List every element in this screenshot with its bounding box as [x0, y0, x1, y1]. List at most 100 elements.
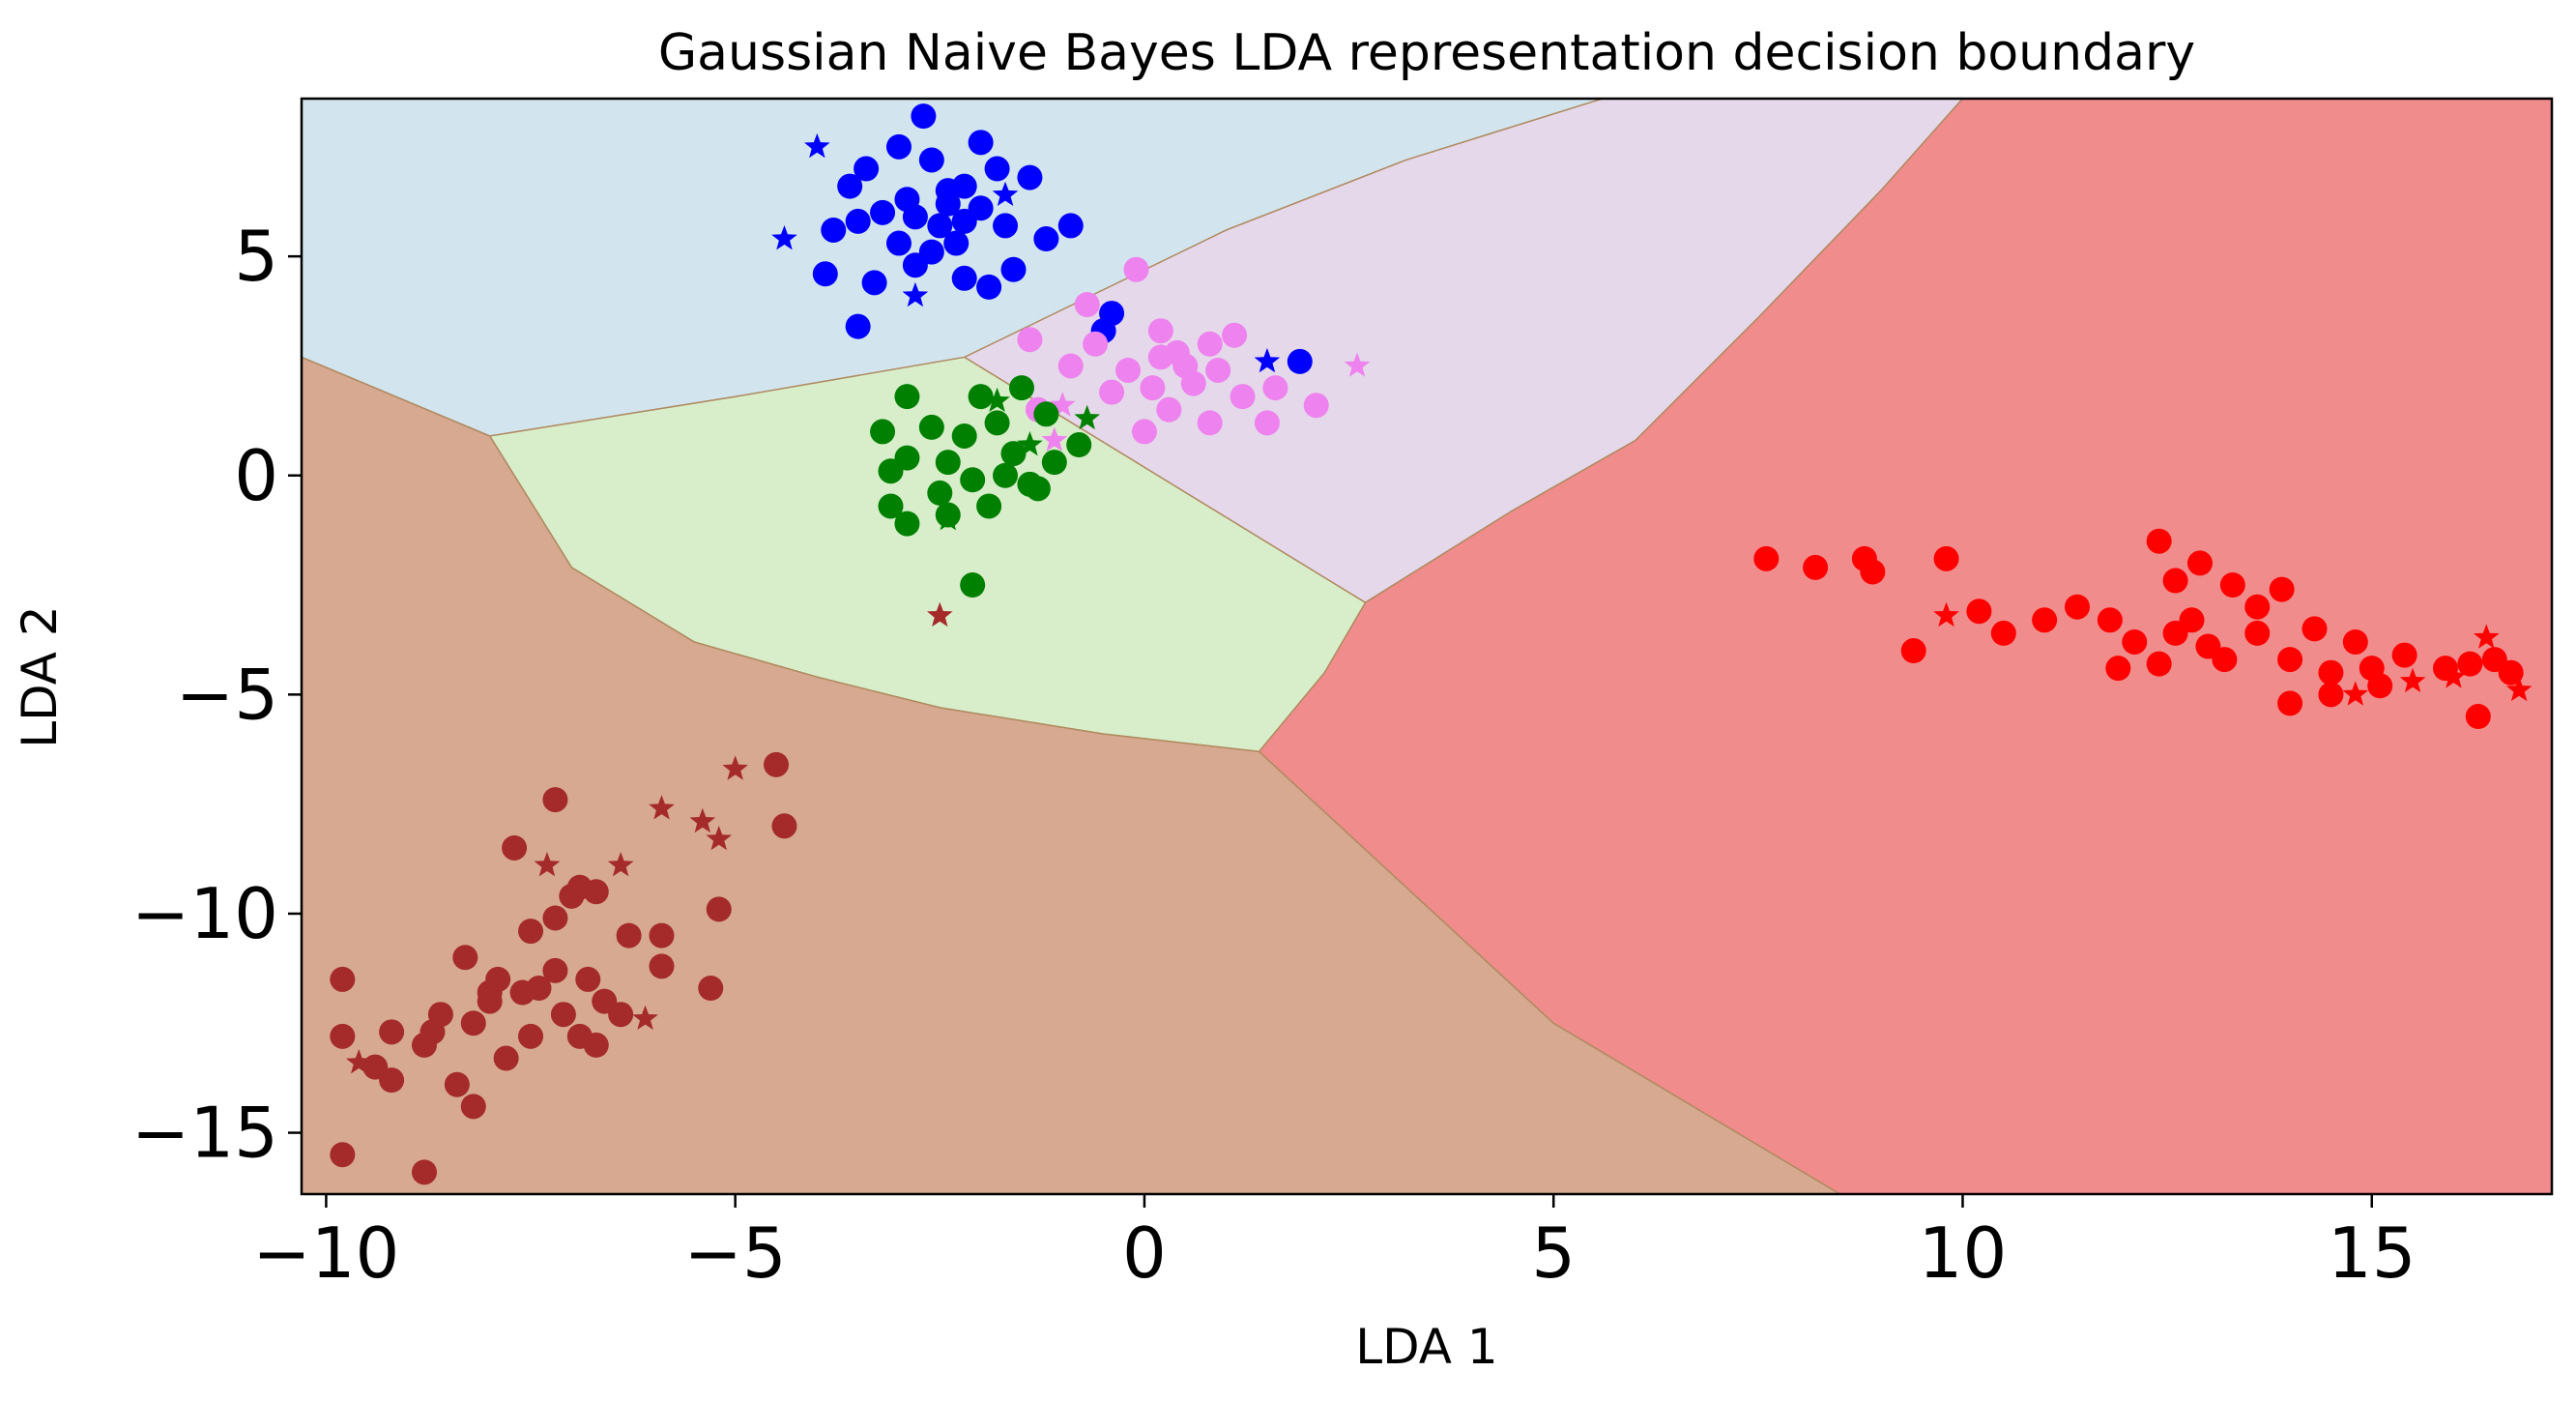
- star-point: [902, 281, 929, 307]
- data-point: [771, 813, 797, 839]
- data-point: [2318, 682, 2344, 708]
- data-point: [821, 217, 847, 243]
- star-point: [1344, 352, 1371, 377]
- x-tick-label: −5: [684, 1212, 787, 1294]
- data-point: [2065, 594, 2091, 620]
- data-point: [542, 787, 568, 813]
- star-point: [1017, 431, 1043, 456]
- data-point: [1025, 476, 1051, 502]
- data-point: [968, 130, 994, 156]
- data-point: [837, 173, 863, 199]
- data-point: [1017, 164, 1043, 190]
- data-point: [1197, 410, 1223, 436]
- data-point: [542, 957, 568, 983]
- star-point: [771, 225, 797, 250]
- star-point: [2399, 667, 2426, 693]
- data-point: [993, 213, 1019, 239]
- data-point: [485, 966, 511, 992]
- data-point: [1933, 545, 1959, 571]
- data-point: [976, 274, 1002, 300]
- data-point: [559, 883, 585, 909]
- data-point: [845, 208, 871, 234]
- star-point: [1074, 404, 1100, 430]
- star-point: [706, 825, 733, 851]
- star-point: [534, 852, 561, 877]
- data-point: [2244, 594, 2271, 620]
- data-point: [379, 1067, 405, 1094]
- data-point: [1083, 331, 1109, 357]
- data-point: [960, 572, 986, 598]
- data-point: [1966, 598, 1992, 625]
- data-point: [1041, 450, 1067, 476]
- data-point: [2367, 673, 2393, 699]
- data-point: [698, 975, 724, 1001]
- x-tick-label: 0: [1122, 1212, 1167, 1294]
- data-point: [911, 103, 937, 130]
- data-point: [477, 988, 503, 1014]
- star-point: [927, 601, 953, 628]
- data-point: [951, 423, 977, 449]
- data-point: [854, 156, 880, 182]
- data-point: [583, 879, 609, 905]
- data-point: [918, 414, 944, 440]
- series-7: [345, 601, 953, 1074]
- series-8: [1753, 528, 2524, 730]
- star-point: [992, 181, 1019, 206]
- data-point: [379, 1019, 405, 1045]
- data-point: [1000, 441, 1027, 467]
- data-point: [1057, 353, 1084, 379]
- data-point: [1008, 375, 1034, 401]
- data-point: [460, 1010, 486, 1036]
- data-point: [894, 187, 920, 213]
- data-point: [583, 1032, 609, 1058]
- data-point: [649, 922, 675, 949]
- data-point: [518, 1023, 544, 1049]
- data-point: [845, 313, 871, 339]
- data-point: [812, 261, 838, 287]
- data-point: [2318, 659, 2344, 686]
- data-point: [1222, 322, 1248, 348]
- data-point: [1803, 554, 1829, 580]
- data-point: [984, 156, 1010, 182]
- data-point: [1262, 375, 1288, 401]
- y-tick-label: 0: [234, 435, 278, 516]
- data-point: [502, 834, 528, 861]
- data-point: [2162, 620, 2188, 646]
- chart-title: Gaussian Naive Bayes LDA representation …: [658, 24, 2195, 82]
- data-point: [2244, 620, 2271, 646]
- star-point: [2441, 663, 2467, 688]
- data-point: [960, 467, 986, 493]
- data-point: [935, 450, 961, 476]
- data-point: [984, 410, 1010, 436]
- data-point: [493, 1045, 519, 1071]
- star-point: [345, 1049, 372, 1074]
- data-point: [1147, 318, 1173, 344]
- star-point: [2474, 624, 2500, 649]
- data-point: [1230, 384, 1256, 410]
- data-point: [411, 1159, 437, 1185]
- data-point: [1099, 379, 1125, 405]
- series-6: [330, 751, 797, 1185]
- data-point: [1197, 331, 1223, 357]
- y-tick-label: −5: [176, 654, 278, 735]
- data-point: [330, 966, 356, 992]
- star-point: [649, 795, 675, 820]
- data-point: [2277, 690, 2303, 716]
- axis-ticks: −10 −5 0 5 10 15 −15 −10 −5 0 5: [131, 216, 2417, 1294]
- y-tick-label: −15: [131, 1093, 278, 1174]
- data-point: [1172, 353, 1199, 379]
- data-point: [2146, 528, 2172, 554]
- data-point: [330, 1023, 356, 1049]
- data-point: [1860, 559, 1886, 585]
- data-point: [460, 1094, 486, 1120]
- data-point: [1990, 620, 2016, 646]
- series-5: [935, 387, 1100, 531]
- y-axis-label: LDA 2: [12, 605, 68, 747]
- data-point: [2195, 633, 2221, 659]
- scatter-points: [330, 103, 2533, 1185]
- star-point: [2342, 681, 2369, 706]
- data-point: [550, 1002, 576, 1028]
- data-point: [2105, 656, 2131, 682]
- data-point: [2186, 550, 2213, 576]
